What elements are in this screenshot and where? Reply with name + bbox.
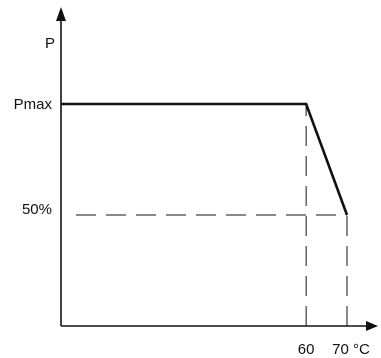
y-tick-label-pmax: Pmax <box>14 96 53 113</box>
x-tick-label-70: 70 °C <box>332 341 370 358</box>
y-tick-label-50: 50% <box>22 201 52 218</box>
y-axis-arrow-icon <box>56 7 66 21</box>
x-tick-label-60: 60 <box>298 341 315 358</box>
x-axis-arrow-icon <box>366 321 378 331</box>
series-line <box>61 102 349 216</box>
y-axis-label: P <box>45 35 55 52</box>
reference-lines <box>76 104 348 326</box>
series-group <box>61 102 349 216</box>
